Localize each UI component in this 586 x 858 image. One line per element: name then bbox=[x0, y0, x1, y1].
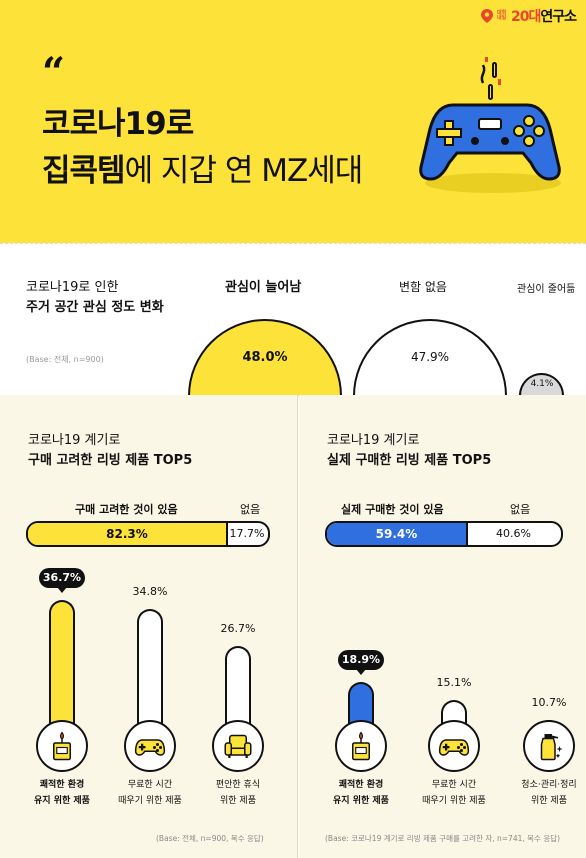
item-value-label: 34.8% bbox=[132, 585, 168, 598]
interest-base-note: (Base: 전체, n=900) bbox=[26, 355, 104, 364]
item-value-callout: 18.9% bbox=[338, 650, 384, 675]
item-category-label: 때우기 위한 제품 bbox=[118, 796, 182, 806]
item-category-label: 유지 위한 제품 bbox=[34, 796, 90, 806]
item-category-label: 무료한 시간 bbox=[127, 780, 173, 790]
item-value-label: 15.1% bbox=[436, 676, 472, 689]
bar-no-value: 40.6% bbox=[496, 527, 531, 540]
panel-base-note: (Base: 전체, n=900, 복수 응답) bbox=[156, 834, 264, 843]
bar-yes-label: 구매 고려한 것이 있음 bbox=[75, 503, 178, 516]
interest-category-label: 관심이 늘어남 bbox=[225, 280, 302, 295]
actual-purchase-panel: 코로나19 계기로 실제 구매한 리빙 제품 TOP5 실제 구매한 것이 있음… bbox=[299, 395, 586, 858]
gamepad-icon bbox=[134, 739, 166, 756]
brand-name: 20대연구소 bbox=[510, 9, 577, 25]
item-icon-circle bbox=[523, 720, 575, 772]
bar-fill-yes bbox=[327, 523, 468, 545]
considered-split-bar: 82.3% 17.7% bbox=[26, 521, 270, 547]
item-value-label: 26.7% bbox=[220, 622, 256, 635]
interest-value-label: 48.0% bbox=[242, 349, 288, 365]
item-icon-circle bbox=[335, 720, 387, 772]
item-category-label: 쾌적한 환경 bbox=[338, 780, 384, 790]
panel-title-line1: 코로나19 계기로 bbox=[327, 433, 420, 448]
item-category-label: 유지 위한 제품 bbox=[333, 796, 389, 806]
interest-value-label: 47.9% bbox=[410, 349, 450, 364]
headline-line1: 코로나19로 bbox=[42, 106, 194, 142]
bar-no-label: 없음 bbox=[240, 503, 261, 516]
gamepad-icon bbox=[438, 739, 470, 756]
item-category-label: 무료한 시간 bbox=[431, 780, 477, 790]
interest-category-label: 변함 없음 bbox=[399, 280, 447, 294]
purchased-split-bar: 59.4% 40.6% bbox=[325, 521, 563, 547]
considered-purchase-panel: 코로나19 계기로 구매 고려한 리빙 제품 TOP5 구매 고려한 것이 있음… bbox=[0, 395, 298, 858]
panel-title-line2: 실제 구매한 리빙 제품 TOP5 bbox=[327, 453, 492, 468]
interest-change-section: 코로나19로 인한 주거 공간 관심 정도 변화 (Base: 전체, n=90… bbox=[0, 243, 586, 396]
item-value-callout: 36.7% bbox=[39, 568, 85, 593]
candle-icon bbox=[53, 731, 71, 761]
item-category-label: 쾌적한 환경 bbox=[39, 780, 85, 790]
spray-bottle-icon bbox=[540, 734, 563, 761]
armchair-icon bbox=[224, 734, 252, 758]
bar-yes-value: 82.3% bbox=[106, 527, 148, 541]
brand-small-text: 대학내일 bbox=[496, 10, 507, 21]
item-value-label: 10.7% bbox=[531, 696, 567, 709]
item-category-label: 청소·관리·정리 bbox=[521, 780, 577, 790]
item-icon-circle bbox=[124, 720, 176, 772]
item-category-label: 위한 제품 bbox=[531, 796, 567, 806]
bar-yes-value: 59.4% bbox=[375, 527, 418, 541]
bar-fill-yes bbox=[28, 523, 228, 545]
interest-title-line1: 코로나19로 인한 bbox=[26, 280, 119, 295]
panel-title-line2: 구매 고려한 리빙 제품 TOP5 bbox=[28, 453, 193, 468]
location-pin-icon bbox=[480, 9, 493, 23]
panel-title-line1: 코로나19 계기로 bbox=[28, 433, 121, 448]
item-icon-circle bbox=[36, 720, 88, 772]
header-banner: 대학내일 20대연구소 “ 코로나19로 집콕템에 지갑 연 MZ세대 bbox=[0, 0, 586, 243]
item-category-label: 편안한 휴식 bbox=[215, 780, 261, 790]
bar-no-value: 17.7% bbox=[229, 527, 265, 540]
item-category-label: 때우기 위한 제품 bbox=[422, 796, 486, 806]
item-category-label: 위한 제품 bbox=[220, 796, 256, 806]
interest-value-label: 4.1% bbox=[530, 379, 554, 389]
bar-yes-label: 실제 구매한 것이 있음 bbox=[341, 503, 444, 516]
interest-category-label: 관심이 줄어듦 bbox=[517, 284, 576, 295]
gamepad-illustration-icon bbox=[419, 57, 561, 193]
item-icon-circle bbox=[428, 720, 480, 772]
headline-line2: 집콕템에 지갑 연 MZ세대 bbox=[42, 153, 363, 189]
bar-no-label: 없음 bbox=[510, 503, 531, 516]
interest-title-line2: 주거 공간 관심 정도 변화 bbox=[26, 300, 164, 315]
brand-logo: 대학내일 20대연구소 bbox=[480, 6, 577, 26]
item-icon-circle bbox=[212, 720, 264, 772]
quote-mark: “ bbox=[42, 49, 66, 96]
panel-base-note: (Base: 코로나19 계기로 리빙 제품 구매를 고려한 자, n=741,… bbox=[325, 834, 561, 843]
candle-icon bbox=[352, 731, 370, 761]
